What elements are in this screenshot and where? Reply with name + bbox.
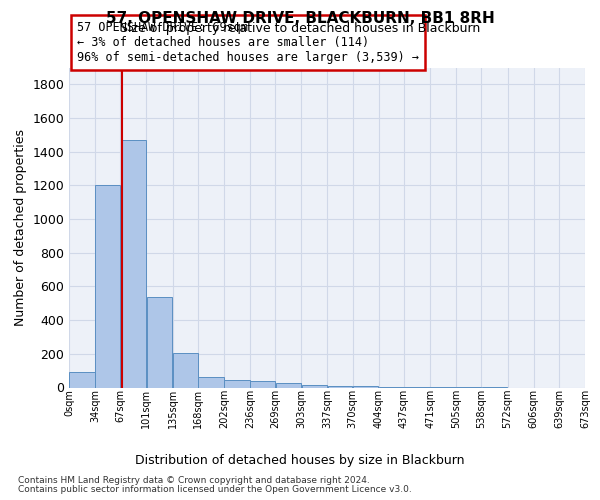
Text: Size of property relative to detached houses in Blackburn: Size of property relative to detached ho… bbox=[120, 22, 480, 35]
Bar bbox=[404, 387, 430, 388]
Bar bbox=[173, 353, 197, 388]
Y-axis label: Number of detached properties: Number of detached properties bbox=[14, 129, 27, 326]
Text: Distribution of detached houses by size in Blackburn: Distribution of detached houses by size … bbox=[135, 454, 465, 467]
Bar bbox=[302, 385, 327, 388]
Text: 57 OPENSHAW DRIVE: 69sqm
← 3% of detached houses are smaller (114)
96% of semi-d: 57 OPENSHAW DRIVE: 69sqm ← 3% of detache… bbox=[77, 22, 419, 64]
Bar bbox=[250, 382, 275, 388]
Bar bbox=[70, 372, 95, 388]
Bar bbox=[275, 383, 301, 388]
Bar bbox=[147, 296, 172, 388]
Bar bbox=[379, 386, 404, 388]
Bar bbox=[198, 376, 224, 388]
Text: 57, OPENSHAW DRIVE, BLACKBURN, BB1 8RH: 57, OPENSHAW DRIVE, BLACKBURN, BB1 8RH bbox=[106, 11, 494, 26]
Bar bbox=[353, 386, 379, 388]
Bar bbox=[95, 186, 120, 388]
Text: Contains public sector information licensed under the Open Government Licence v3: Contains public sector information licen… bbox=[18, 485, 412, 494]
Text: Contains HM Land Registry data © Crown copyright and database right 2024.: Contains HM Land Registry data © Crown c… bbox=[18, 476, 370, 485]
Bar bbox=[328, 386, 352, 388]
Bar bbox=[121, 140, 146, 388]
Bar bbox=[224, 380, 250, 388]
